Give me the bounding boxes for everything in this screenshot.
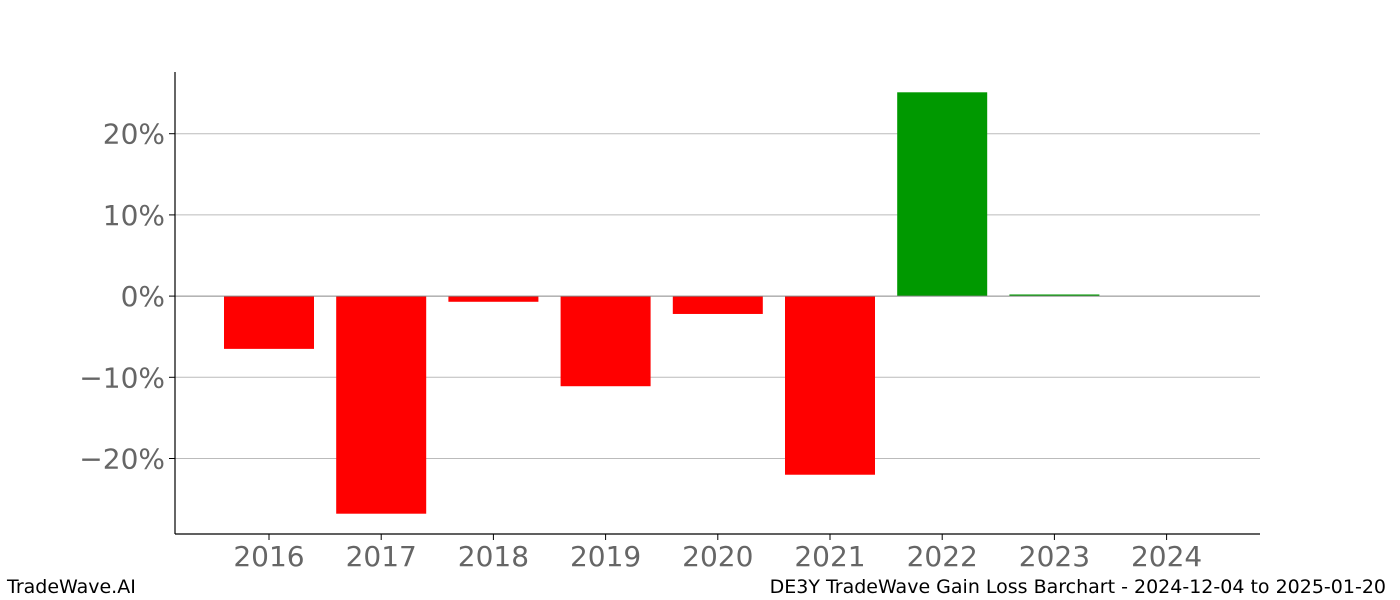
bars [224,92,1100,514]
y-tick-labels: −20% −10% 0% 10% 20% [79,118,175,475]
bar-2021 [785,296,875,475]
bar-2020 [672,296,763,314]
y-tick-label: 10% [103,199,165,232]
y-tick-label: 20% [103,118,165,151]
bar-2016 [224,296,314,349]
bar-2022 [897,92,988,297]
footer-brand: TradeWave.AI [7,576,136,598]
bar-2023 [1009,294,1100,297]
x-tick-label: 2024 [1131,540,1202,573]
x-tick-label: 2023 [1019,540,1090,573]
y-tick-label: −10% [79,361,165,394]
y-tick-label: 0% [121,280,165,313]
x-tick-label: 2021 [794,540,865,573]
bar-2017 [336,296,427,514]
bar-2018 [448,296,539,302]
x-tick-label: 2018 [458,540,529,573]
x-tick-label: 2017 [346,540,417,573]
bar-2019 [560,296,651,387]
x-tick-labels: 2016 2017 2018 2019 2020 2021 2022 2023 2024 [233,534,1202,573]
footer-chart-caption: DE3Y TradeWave Gain Loss Barchart - 2024… [769,576,1386,598]
x-tick-label: 2020 [682,540,753,573]
x-tick-label: 2019 [570,540,641,573]
x-tick-label: 2022 [907,540,978,573]
y-tick-label: −20% [79,442,165,475]
x-tick-label: 2016 [233,540,304,573]
